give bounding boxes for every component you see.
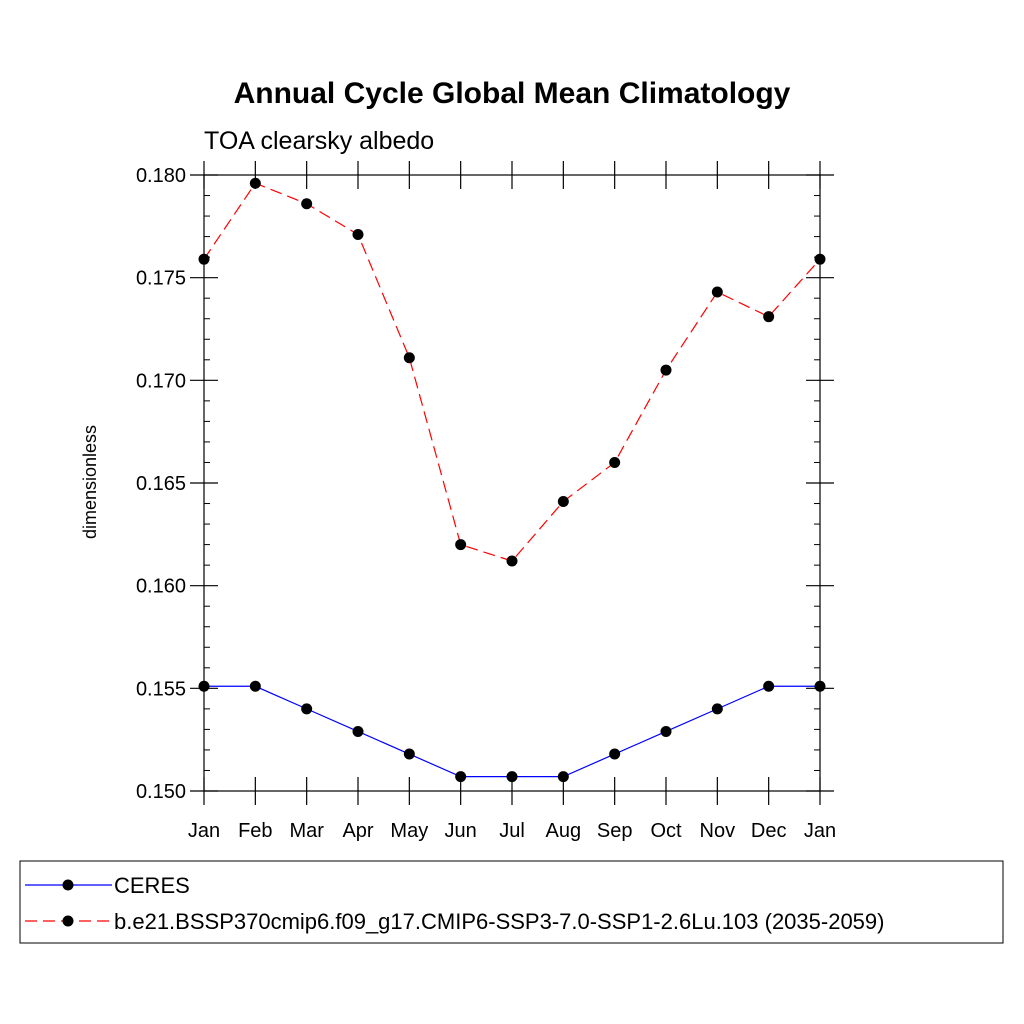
legend-label-0: CERES (114, 873, 190, 898)
y-tick-label: 0.180 (136, 165, 186, 187)
series-0-point (763, 680, 775, 692)
x-tick-label: Aug (546, 820, 582, 842)
x-tick-label: Apr (342, 820, 373, 842)
series-0-point (249, 680, 261, 692)
series-0-point (403, 748, 415, 760)
series-0-point (814, 680, 826, 692)
series-1-point (557, 495, 569, 507)
series-line-1 (203, 182, 821, 562)
minor-ticks (204, 195, 820, 771)
y-tick-label: 0.160 (136, 576, 186, 598)
chart-subtitle: TOA clearsky albedo (204, 127, 434, 155)
y-axis-ticks: 0.150 0.155 0.160 0.165 0.170 0.175 0.180 (136, 165, 834, 803)
series-0-point (506, 771, 518, 783)
series-1-point (198, 253, 210, 265)
series-0-point (455, 771, 467, 783)
y-tick-label: 0.150 (136, 781, 186, 803)
series-1-point (506, 555, 518, 567)
series-1-point (249, 177, 261, 189)
series-0-point (352, 725, 364, 737)
series-1-point (403, 352, 415, 364)
series-1-point (711, 286, 723, 298)
y-axis-label: dimensionless (80, 425, 100, 539)
series-1-point (660, 364, 672, 376)
chart-title: Annual Cycle Global Mean Climatology (234, 77, 791, 110)
series-line-0 (204, 685, 820, 778)
y-tick-label: 0.165 (136, 473, 186, 495)
y-tick-label: 0.155 (136, 678, 186, 700)
plot-frame (203, 174, 821, 792)
x-tick-label: Nov (700, 820, 736, 842)
x-tick-label: Jan (188, 820, 220, 842)
x-axis-ticks: Jan Feb Mar Apr May Jun Jul Aug Sep Oct Nov Dec Jan (188, 161, 836, 842)
legend-marker-0 (62, 879, 74, 891)
x-tick-label: Jan (804, 820, 836, 842)
series-layer (198, 177, 826, 783)
series-0-point (301, 703, 313, 715)
legend-marker-1 (62, 915, 74, 927)
series-1-point (609, 456, 621, 468)
x-tick-label: May (390, 820, 428, 842)
x-tick-label: Dec (751, 820, 787, 842)
series-0-point (711, 703, 723, 715)
y-tick-label: 0.175 (136, 268, 186, 290)
legend-label-1: b.e21.BSSP370cmip6.f09_g17.CMIP6-SSP3-7.… (114, 909, 884, 934)
legend-entries: CERES b.e21.BSSP370cmip6.f09_g17.CMIP6-SS… (25, 873, 884, 934)
series-1-point (763, 311, 775, 323)
series-1-point (814, 253, 826, 265)
x-tick-label: Jun (445, 820, 477, 842)
series-1-point (301, 198, 313, 210)
series-0-point (198, 680, 210, 692)
legend (19, 860, 1004, 944)
series-0-point (609, 748, 621, 760)
series-0-point (557, 771, 569, 783)
x-tick-label: Mar (289, 820, 324, 842)
x-tick-label: Sep (597, 820, 633, 842)
x-tick-label: Jul (499, 820, 525, 842)
series-0-point (660, 725, 672, 737)
series-1-point (352, 229, 364, 241)
series-1-point (455, 539, 467, 551)
y-tick-label: 0.170 (136, 370, 186, 392)
x-tick-label: Oct (650, 820, 682, 842)
x-tick-label: Feb (238, 820, 272, 842)
